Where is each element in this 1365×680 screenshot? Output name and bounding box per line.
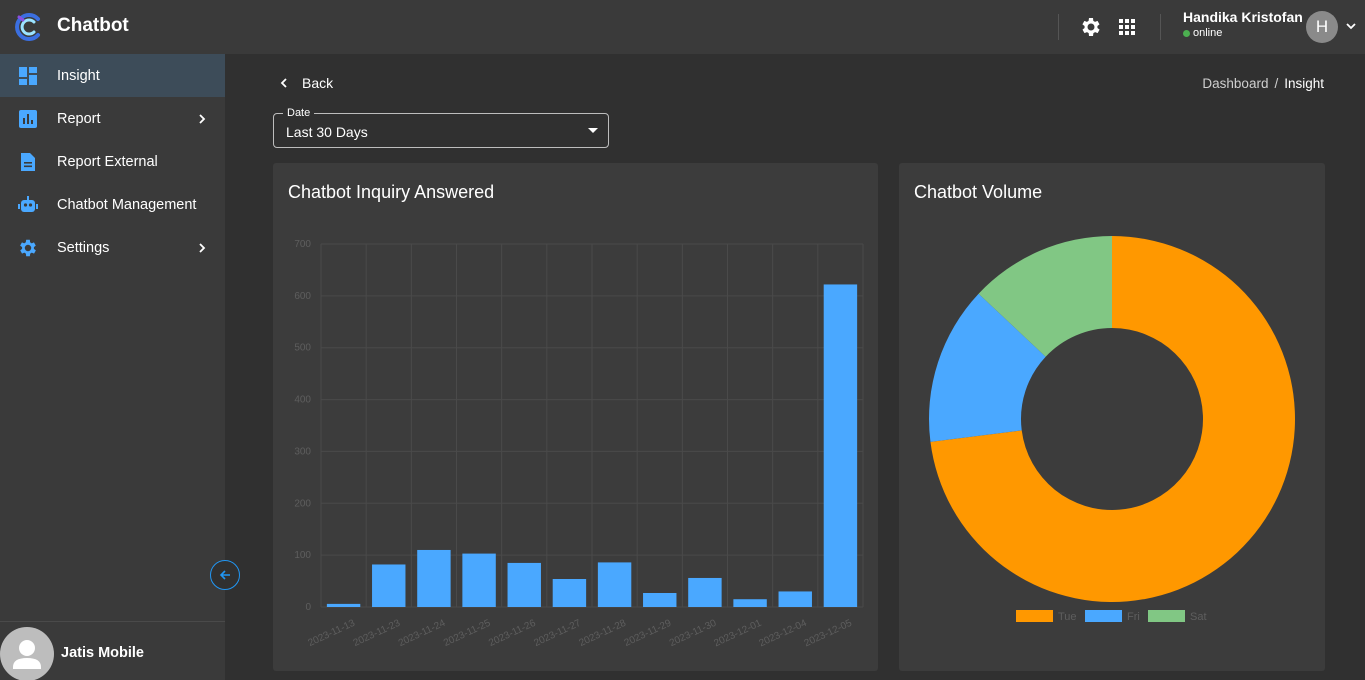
y-tick-label: 700 bbox=[294, 239, 311, 250]
online-dot-icon bbox=[1183, 29, 1190, 37]
collapse-sidebar-button[interactable] bbox=[210, 560, 240, 590]
legend-label: Fri bbox=[1127, 611, 1140, 623]
sidebar-item-label: Insight bbox=[57, 67, 100, 84]
sidebar-item-report[interactable]: Report bbox=[0, 97, 225, 140]
x-tick-label: 2023-11-13 bbox=[307, 618, 358, 649]
account-avatar[interactable] bbox=[0, 627, 54, 680]
arrow-left-icon bbox=[219, 570, 230, 580]
chatbot-logo-icon bbox=[15, 13, 40, 41]
chatbot-volume-card: Chatbot Volume Tue Fri Sat bbox=[899, 163, 1325, 671]
legend-swatch bbox=[1085, 610, 1122, 622]
chevron-left-icon bbox=[280, 78, 287, 88]
chevron-right-icon bbox=[199, 114, 206, 124]
bar-chart-icon bbox=[19, 110, 37, 128]
gear-icon bbox=[20, 239, 36, 257]
divider bbox=[1160, 14, 1161, 40]
bar bbox=[823, 284, 858, 607]
dashboard-icon bbox=[19, 67, 37, 85]
bar bbox=[597, 562, 632, 607]
sidebar-item-label: Report External bbox=[57, 153, 158, 170]
chevron-right-icon bbox=[199, 243, 206, 253]
gear-icon[interactable] bbox=[1079, 15, 1103, 39]
chart-title: Chatbot Inquiry Answered bbox=[288, 182, 495, 202]
sidebar-item-label: Settings bbox=[57, 239, 110, 256]
date-select-label: Date bbox=[283, 107, 315, 119]
breadcrumb: Dashboard / Insight bbox=[1202, 76, 1324, 91]
document-icon bbox=[21, 153, 35, 171]
back-button[interactable]: Back bbox=[278, 70, 333, 96]
bar bbox=[462, 553, 496, 607]
bar bbox=[643, 592, 677, 607]
donut-chart: Tue Fri Sat bbox=[929, 236, 1295, 623]
x-tick-label: 2023-12-04 bbox=[758, 618, 809, 650]
sidebar-item-settings[interactable]: Settings bbox=[0, 226, 225, 269]
bar bbox=[778, 591, 812, 607]
x-tick-label: 2023-12-01 bbox=[712, 618, 763, 650]
y-tick-label: 500 bbox=[294, 343, 311, 354]
donut-slice-tue bbox=[930, 236, 1295, 602]
person-icon bbox=[13, 640, 41, 669]
sidebar-item-report-external[interactable]: Report External bbox=[0, 140, 225, 183]
legend-swatch bbox=[1148, 610, 1185, 622]
legend-label: Tue bbox=[1058, 611, 1077, 623]
date-select-value: Last 30 Days bbox=[286, 124, 368, 140]
chevron-down-icon[interactable] bbox=[1344, 19, 1358, 33]
x-tick-label: 2023-11-27 bbox=[532, 618, 583, 649]
donut-slice-fri bbox=[929, 293, 1046, 442]
x-tick-label: 2023-11-28 bbox=[578, 618, 629, 649]
user-status: online bbox=[1183, 27, 1222, 39]
top-bar: Chatbot Handika Kristofan online H bbox=[0, 0, 1365, 54]
x-tick-label: 2023-11-23 bbox=[352, 618, 403, 649]
x-tick-label: 2023-11-24 bbox=[397, 618, 448, 649]
y-tick-label: 200 bbox=[294, 498, 311, 509]
user-name: Handika Kristofan bbox=[1183, 9, 1303, 25]
chart-title: Chatbot Volume bbox=[914, 182, 1043, 202]
y-tick-label: 400 bbox=[294, 395, 311, 406]
bar bbox=[372, 564, 406, 607]
donut-slice-sat bbox=[978, 236, 1112, 357]
divider bbox=[1058, 14, 1059, 40]
robot-icon bbox=[18, 196, 38, 212]
bar bbox=[552, 578, 587, 607]
date-select[interactable]: Date Last 30 Days bbox=[273, 107, 609, 148]
y-tick-label: 100 bbox=[294, 550, 311, 561]
x-tick-label: 2023-11-25 bbox=[442, 618, 493, 649]
app-title: Chatbot bbox=[57, 15, 129, 36]
x-tick-label: 2023-11-30 bbox=[668, 618, 719, 649]
y-tick-label: 0 bbox=[305, 602, 311, 613]
bar bbox=[326, 603, 361, 607]
bar bbox=[688, 577, 722, 607]
legend-label: Sat bbox=[1190, 611, 1207, 623]
bar bbox=[417, 549, 451, 607]
bar bbox=[733, 599, 767, 607]
y-tick-label: 300 bbox=[294, 446, 311, 457]
account-name: Jatis Mobile bbox=[61, 645, 144, 661]
x-tick-label: 2023-11-26 bbox=[487, 618, 538, 649]
sidebar-footer: Jatis Mobile bbox=[0, 621, 225, 680]
sidebar-item-label: Report bbox=[57, 110, 101, 127]
bar bbox=[507, 562, 541, 607]
apps-grid-icon[interactable] bbox=[1115, 15, 1139, 39]
x-tick-label: 2023-11-29 bbox=[623, 618, 674, 649]
breadcrumb-current: Insight bbox=[1284, 76, 1324, 91]
sidebar: Insight Report Report External Chatbot M… bbox=[0, 54, 240, 680]
inquiry-answered-card: Chatbot Inquiry Answered 0 100 200 300 400 50… bbox=[273, 163, 878, 671]
breadcrumb-dashboard[interactable]: Dashboard bbox=[1202, 76, 1269, 91]
breadcrumb-separator: / bbox=[1274, 76, 1279, 91]
x-tick-label: 2023-12-05 bbox=[803, 618, 854, 650]
user-status-label: online bbox=[1193, 27, 1223, 39]
y-tick-label: 600 bbox=[294, 291, 311, 302]
sidebar-item-chatbot-management[interactable]: Chatbot Management bbox=[0, 183, 225, 226]
legend-swatch bbox=[1016, 610, 1053, 622]
avatar[interactable]: H bbox=[1306, 11, 1338, 43]
sidebar-item-insight[interactable]: Insight bbox=[0, 54, 225, 97]
dropdown-caret-icon bbox=[588, 128, 598, 133]
bar-chart: 01002003004005006007002023-11-132023-11-… bbox=[294, 239, 864, 650]
back-label: Back bbox=[302, 75, 334, 91]
sidebar-item-label: Chatbot Management bbox=[57, 196, 197, 213]
